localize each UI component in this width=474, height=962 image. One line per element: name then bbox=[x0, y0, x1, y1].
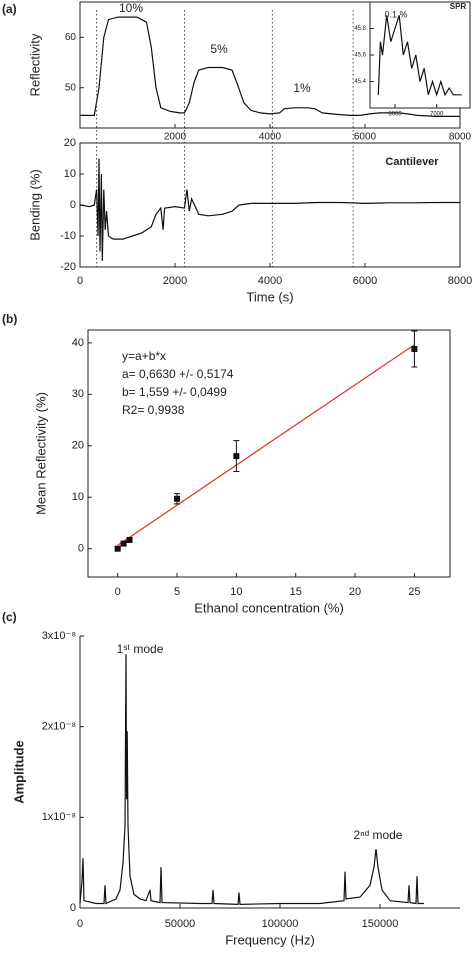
y-tick-label: 10 bbox=[64, 168, 76, 180]
annotation: R2= 0,9938 bbox=[122, 403, 185, 417]
y-tick-label: 60 bbox=[65, 32, 77, 43]
y-tick-label: 20 bbox=[64, 137, 76, 149]
x-tick-label: 5 bbox=[174, 586, 180, 598]
x-tick-label: 6000 bbox=[354, 132, 377, 143]
annotation: SPR bbox=[450, 2, 467, 11]
annotation: y=a+b*x bbox=[122, 349, 166, 363]
annotation: 1% bbox=[293, 81, 311, 95]
annotation: 2ⁿᵈ mode bbox=[354, 828, 403, 842]
x-axis-label: Ethanol concentration (%) bbox=[194, 600, 344, 615]
x-axis-label: Frequency (Hz) bbox=[225, 932, 315, 947]
y-tick-label: -20 bbox=[60, 261, 76, 273]
panel-label: (a) bbox=[2, 2, 17, 16]
x-tick-label: 8000 bbox=[448, 275, 472, 287]
annotation: 0.1 % bbox=[384, 9, 407, 19]
x-axis-label: Time (s) bbox=[246, 289, 293, 304]
annotation: 5% bbox=[210, 42, 228, 56]
plot-frame bbox=[87, 329, 451, 578]
data-line bbox=[79, 654, 424, 906]
x-tick-label: 25 bbox=[408, 586, 420, 598]
y-axis-label: Amplitude bbox=[11, 740, 26, 804]
data-line bbox=[377, 15, 462, 97]
x-tick-label: 10 bbox=[230, 586, 242, 598]
x-tick-label: 0 bbox=[77, 918, 83, 930]
x-tick-label: 2000 bbox=[163, 275, 187, 287]
x-tick-label: 15 bbox=[290, 586, 302, 598]
y-tick-label: 0 bbox=[70, 902, 76, 914]
y-tick-label: 2x10⁻⁸ bbox=[42, 721, 76, 733]
y-tick-label: 30 bbox=[72, 388, 84, 400]
x-tick-label: 50000 bbox=[165, 918, 196, 930]
annotation: a= 0,6630 +/- 0,5174 bbox=[122, 367, 234, 381]
y-axis-label: Reflectivity bbox=[27, 33, 42, 96]
data-point bbox=[120, 540, 127, 547]
x-tick-label: 150000 bbox=[362, 918, 399, 930]
data-point bbox=[174, 495, 181, 502]
x-tick-label: 0 bbox=[77, 275, 83, 287]
annotation: Cantilever bbox=[385, 156, 439, 168]
data-point bbox=[126, 536, 133, 543]
y-tick-label: 45,6 bbox=[354, 53, 366, 59]
panel-label: (c) bbox=[2, 610, 17, 624]
data-point bbox=[114, 545, 121, 552]
x-tick-label: 4000 bbox=[258, 275, 282, 287]
y-tick-label: 3x10⁻⁸ bbox=[42, 630, 76, 642]
y-tick-label: 10 bbox=[72, 491, 84, 503]
x-tick-label: 20 bbox=[349, 586, 361, 598]
x-tick-label: 6000 bbox=[388, 112, 402, 118]
data-line bbox=[79, 158, 460, 261]
y-tick-label: 0 bbox=[70, 199, 76, 211]
y-axis-label: Mean Reflectivity (%) bbox=[33, 392, 48, 515]
x-tick-label: 100000 bbox=[262, 918, 299, 930]
annotation: 1ˢᵗ mode bbox=[117, 642, 164, 656]
x-tick-label: 8000 bbox=[449, 132, 472, 143]
data-line bbox=[80, 16, 460, 117]
y-tick-label: 50 bbox=[65, 82, 77, 93]
data-point bbox=[411, 346, 418, 353]
x-tick-label: 6000 bbox=[353, 275, 377, 287]
data-point bbox=[233, 453, 240, 460]
annotation: b= 1,559 +/- 0,0499 bbox=[122, 385, 227, 399]
fit-line bbox=[117, 344, 415, 546]
y-tick-label: 45,8 bbox=[354, 26, 366, 32]
x-tick-label: 7000 bbox=[430, 112, 444, 118]
x-tick-label: 4000 bbox=[259, 132, 282, 143]
x-tick-label: 0 bbox=[115, 586, 121, 598]
x-tick-label: 2000 bbox=[164, 132, 187, 143]
y-tick-label: 40 bbox=[72, 337, 84, 349]
y-tick-label: 20 bbox=[72, 440, 84, 452]
panel-label: (b) bbox=[2, 312, 17, 326]
y-tick-label: 45,4 bbox=[354, 79, 366, 85]
y-tick-label: -10 bbox=[60, 230, 76, 242]
y-axis-label: Bending (%) bbox=[27, 169, 42, 241]
annotation: 10% bbox=[119, 1, 143, 15]
y-tick-label: 1x10⁻⁸ bbox=[42, 811, 76, 823]
y-tick-label: 0 bbox=[78, 543, 84, 555]
